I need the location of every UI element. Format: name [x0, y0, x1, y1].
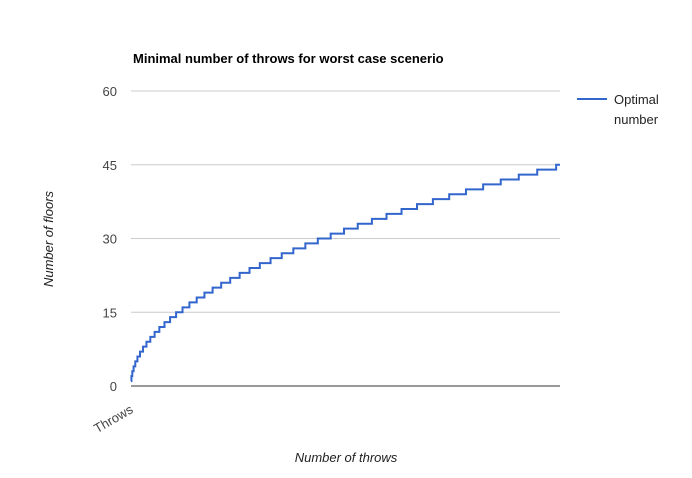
y-tick-label-0: 0	[110, 379, 117, 394]
y-tick-label-15: 15	[103, 305, 117, 320]
x-category-label: Throws	[91, 401, 136, 436]
y-tick-label-30: 30	[103, 232, 117, 247]
x-axis-title: Number of throws	[295, 450, 398, 465]
series-line-optimal-number	[130, 163, 560, 383]
legend: Optimal number	[577, 92, 659, 127]
gridlines	[131, 90, 560, 313]
chart-title: Minimal number of throws for worst case …	[133, 51, 444, 66]
legend-label-line1: Optimal	[614, 92, 659, 107]
y-axis-title: Number of floors	[41, 190, 56, 287]
y-tick-label-60: 60	[103, 84, 117, 99]
y-tick-label-45: 45	[103, 158, 117, 173]
y-axis-ticks: 0 15 30 45 60	[103, 84, 117, 394]
legend-label-line2: number	[614, 112, 659, 127]
